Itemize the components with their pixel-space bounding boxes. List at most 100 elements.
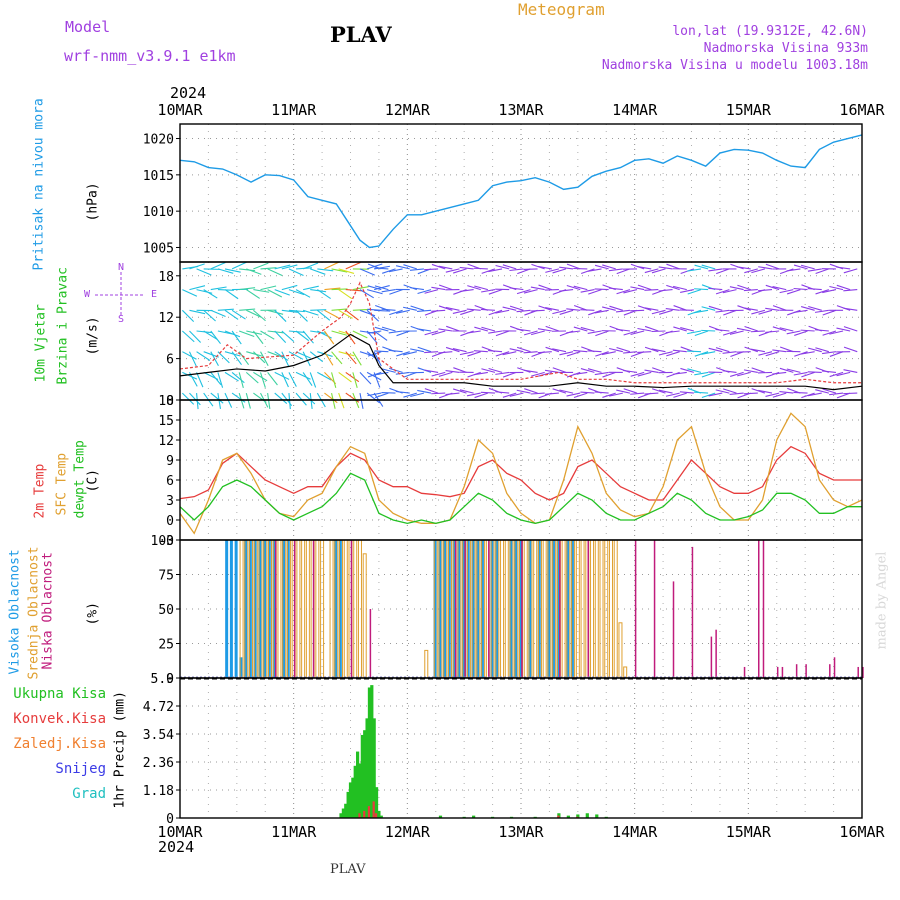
cloud-bar-high: [570, 540, 574, 678]
wind-barb: [210, 330, 221, 345]
wind-barb: [217, 393, 222, 409]
wind-barb: [644, 289, 659, 291]
wind-barb: [793, 287, 808, 291]
cloud-bar-low: [715, 629, 717, 678]
wind-barb: [566, 330, 581, 334]
cloud-bar-mid: [424, 649, 429, 679]
cloud-bar-low: [857, 666, 859, 678]
wind-barb: [814, 309, 829, 313]
cloud-bar-low: [743, 666, 746, 678]
wind-barb: [602, 371, 616, 378]
wind-barb: [701, 371, 716, 378]
wind-barb: [366, 351, 380, 363]
wind-barb: [467, 351, 481, 357]
wind-barb: [672, 371, 687, 375]
wind-barb: [701, 351, 716, 355]
wind-barb: [552, 309, 567, 315]
wind-barb: [189, 263, 205, 270]
wind-barb: [267, 372, 278, 386]
cloud-bar-high: [514, 540, 518, 678]
wind-barb: [317, 351, 333, 357]
wind-barb: [772, 392, 787, 398]
wind-barb: [623, 369, 638, 373]
wind-barb: [431, 309, 446, 312]
model-label: Model: [65, 18, 111, 36]
wind-barb: [743, 392, 758, 395]
wind-barb: [658, 351, 673, 356]
wind-barb: [701, 392, 716, 399]
wind-barb: [431, 371, 446, 377]
wind-barb: [623, 388, 638, 394]
wind-barb: [310, 309, 327, 311]
wind-barb: [765, 351, 780, 357]
cloud-bar-high: [229, 540, 233, 678]
wind-barb: [246, 268, 262, 275]
x-tick-label-bottom: 12MAR: [385, 823, 431, 841]
cloud-bar-low: [762, 540, 765, 678]
precip-bar-total: [472, 815, 476, 818]
wind-barb: [829, 330, 844, 335]
wind-barb: [267, 393, 271, 410]
wind-barb: [673, 326, 687, 332]
wind-barb: [701, 306, 716, 311]
wind-barb: [438, 265, 453, 270]
cloud-bar-mid: [301, 539, 306, 679]
wind-barb: [687, 330, 702, 335]
x-tick-label-top: 16MAR: [839, 101, 885, 119]
cloud-bar-mid: [362, 553, 367, 679]
wind-barb: [843, 369, 858, 373]
wind-barb: [295, 351, 311, 359]
cloud-bar-high: [334, 540, 338, 678]
wind-barb: [260, 285, 277, 291]
wind-barb: [359, 289, 374, 299]
precip-bar-total: [374, 787, 379, 818]
wind-barb: [452, 348, 467, 353]
wind-barb: [566, 392, 581, 397]
wind-barb: [665, 330, 680, 334]
wind-barb: [274, 371, 290, 380]
cloud-bar-mid: [523, 539, 528, 679]
wind-barb: [609, 392, 623, 397]
wind-barb: [424, 351, 439, 354]
wind-barb: [317, 371, 332, 381]
wind-barb: [481, 289, 496, 293]
cloud-bar-high: [490, 540, 494, 678]
wind-barb: [445, 392, 460, 396]
wind-barb: [438, 371, 453, 377]
wind-barb: [288, 268, 304, 276]
wind-barb: [345, 392, 360, 403]
cloud-bar-low: [691, 546, 694, 678]
cloud-bar-high: [466, 540, 470, 678]
precip-bar-conv: [372, 801, 375, 818]
wind-barb: [438, 284, 453, 291]
wind-barb: [552, 348, 567, 353]
wind-barb: [302, 372, 313, 386]
wind-barb: [609, 305, 623, 311]
wind-barb: [473, 267, 488, 270]
wind-barb: [779, 289, 794, 294]
wind-barb: [424, 369, 439, 373]
wind-barb: [587, 368, 602, 373]
wind-barb: [281, 264, 298, 270]
wind-barb: [231, 351, 242, 365]
wind-barb: [537, 265, 552, 270]
wind-barb: [665, 392, 680, 397]
wind-barb: [708, 305, 723, 311]
wind-barb: [395, 371, 410, 375]
wind-barb: [772, 286, 787, 291]
cloud-bar-high: [476, 540, 480, 678]
wind-barb: [374, 326, 389, 332]
wind-barb: [366, 309, 380, 322]
cloud-bar-mid: [618, 622, 623, 679]
wind-barb: [352, 330, 368, 339]
wind-barb: [403, 351, 417, 356]
wind-barb: [737, 284, 751, 291]
wind-barb: [736, 351, 751, 353]
wind-barb: [573, 392, 588, 398]
meteogram-title: Meteogram: [518, 0, 605, 19]
wind-barb: [730, 371, 744, 377]
wind-barb: [217, 308, 234, 311]
precip-bar-total: [372, 718, 376, 818]
x-tick-label-bottom: 11MAR: [271, 823, 317, 841]
